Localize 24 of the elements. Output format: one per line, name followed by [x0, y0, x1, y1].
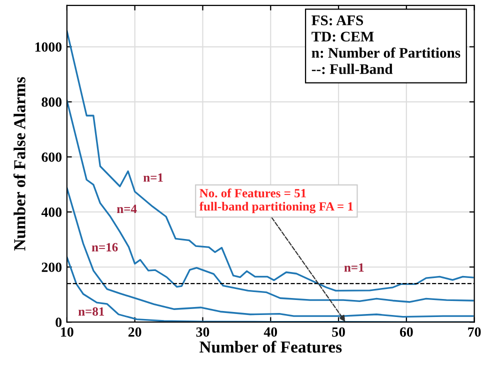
series-label: n=4: [116, 204, 137, 214]
x-tick-label: 10: [61, 327, 74, 337]
y-axis-title: Number of False Alarms: [13, 77, 26, 251]
text: n=1: [344, 263, 364, 272]
y-tick-label: 1000: [35, 42, 62, 52]
x-axis-title: Number of Features: [200, 340, 342, 353]
line-series: [66, 30, 474, 292]
x-tick-label: 20: [128, 327, 142, 337]
x-tick-label: 30: [196, 327, 210, 337]
y-tick-label: 400: [41, 208, 62, 217]
x-tick-label: 60: [400, 327, 413, 337]
y-tick-label: 0: [56, 318, 62, 328]
line-series: [66, 100, 474, 303]
series-label: n=1: [143, 173, 163, 182]
x-tick-label: 70: [468, 327, 481, 337]
x-tick-label: 40: [264, 327, 278, 337]
annotation: FS: AFS TD: CEM n: Number of Partitions --: Full-Band: [312, 15, 460, 74]
x-tick-label: 50: [332, 327, 345, 337]
annotation: No. of Features = 51 full-band partitioning FA = 1: [199, 188, 353, 214]
y-tick-label: 600: [42, 152, 62, 162]
series-label: n=81: [78, 307, 104, 316]
y-tick-label: 200: [42, 262, 62, 272]
series-label: n=16: [92, 243, 118, 252]
y-tick-label: 800: [42, 97, 62, 107]
